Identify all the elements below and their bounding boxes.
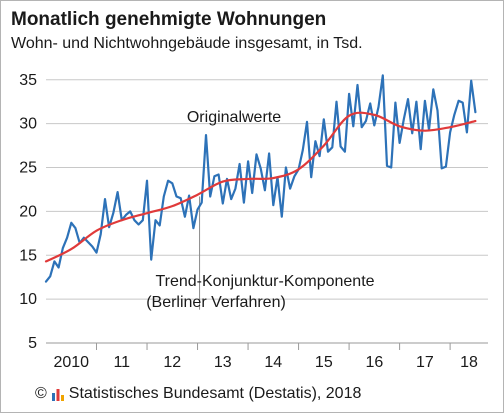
y-tick-label: 5: [28, 335, 37, 352]
y-tick-label: 30: [19, 116, 37, 133]
x-tick-label: 18: [460, 354, 478, 371]
annotation-originalwerte: Originalwerte: [187, 109, 281, 126]
chart-title: Monatlich genehmigte Wohnungen: [11, 9, 327, 30]
x-tick-label: 16: [365, 354, 383, 371]
x-tick-label: 13: [214, 354, 232, 371]
y-tick-label: 10: [19, 291, 37, 308]
annotation-berliner-verfahren: (Berliner Verfahren): [146, 294, 286, 311]
x-tick-label: 2010: [53, 354, 89, 371]
x-axis: 2010 11 12 13 14 15 16 17 18: [46, 342, 488, 371]
y-tick-label: 35: [19, 72, 37, 89]
series-line-originalwerte: [44, 74, 477, 283]
y-axis: 5 10 15 20 25 30 35: [19, 72, 37, 352]
annotations: Originalwerte Trend-Konjunktur-Komponent…: [146, 109, 374, 311]
source-text: Statistisches Bundesamt (Destatis), 2018: [68, 385, 362, 402]
destatis-logo-icon: [51, 389, 64, 401]
copyright-symbol: ©: [35, 385, 47, 402]
x-tick-label: 17: [416, 354, 434, 371]
y-tick-label: 15: [19, 247, 37, 264]
x-tick-label: 12: [163, 354, 181, 371]
x-tick-label: 11: [113, 354, 130, 371]
x-tick-label: 14: [264, 354, 282, 371]
chart-subtitle: Wohn- und Nichtwohngebäude insgesamt, in…: [11, 35, 363, 52]
y-tick-label: 25: [19, 160, 37, 177]
y-tick-label: 20: [19, 203, 37, 220]
source-line: © Statistisches Bundesamt (Destatis), 20…: [35, 385, 361, 403]
annotation-trend-component: Trend-Konjunktur-Komponente: [155, 273, 374, 290]
series-group: [44, 74, 477, 283]
series-line-trend: [44, 111, 477, 263]
x-tick-label: 15: [315, 354, 333, 371]
